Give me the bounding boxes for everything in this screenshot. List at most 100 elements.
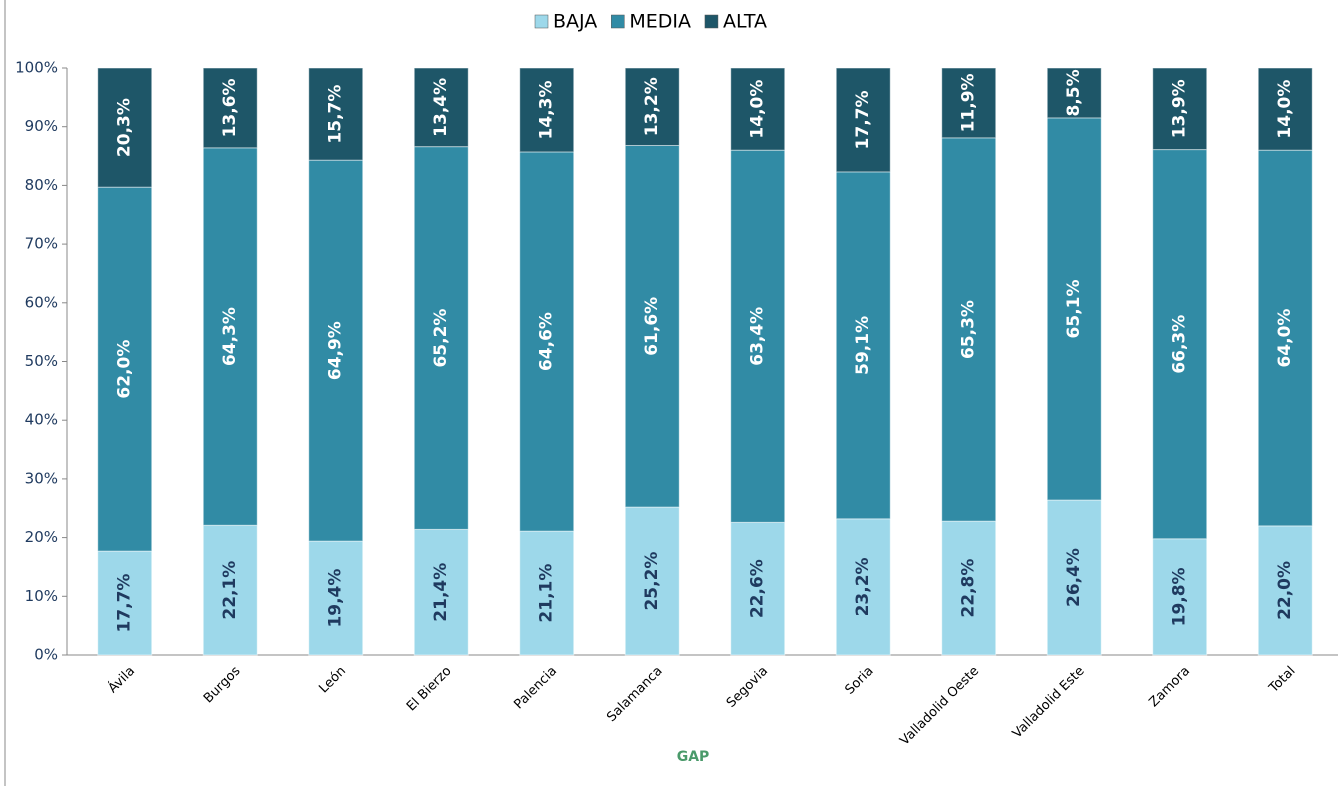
data-label: 21,1% xyxy=(537,564,557,623)
bar-segment xyxy=(624,144,680,508)
data-label: 13,2% xyxy=(642,77,662,136)
bar-segment xyxy=(413,528,469,656)
legend-label: BAJA xyxy=(553,11,597,33)
data-label: 20,3% xyxy=(115,98,135,157)
x-tick-label: Total xyxy=(1266,664,1299,697)
data-label: 14,0% xyxy=(748,80,768,139)
bar-segment xyxy=(202,67,258,149)
data-label: 26,4% xyxy=(1064,548,1084,607)
bar-segment xyxy=(1046,499,1102,656)
data-label: 65,3% xyxy=(959,300,979,359)
data-label: 64,3% xyxy=(220,307,240,366)
y-tick-label: 70% xyxy=(25,235,58,253)
data-label: 17,7% xyxy=(115,574,135,633)
data-label: 13,9% xyxy=(1170,79,1190,138)
bar-segment xyxy=(202,524,258,656)
legend-swatch xyxy=(611,14,625,29)
bar-segment xyxy=(835,67,891,173)
bar-segment xyxy=(519,530,575,656)
x-tick-label: Salamanca xyxy=(604,664,665,725)
bar-segment xyxy=(97,186,153,552)
data-label: 14,3% xyxy=(537,80,557,139)
data-label: 22,0% xyxy=(1275,561,1295,620)
bar-segment xyxy=(519,67,575,153)
data-label: 13,4% xyxy=(431,78,451,137)
data-label: 25,2% xyxy=(642,552,662,611)
x-tick-label: Valladolid Este xyxy=(1010,664,1088,742)
data-label: 21,4% xyxy=(431,563,451,622)
data-label: 8,5% xyxy=(1064,69,1084,116)
x-tick-label: León xyxy=(316,664,349,697)
data-label: 22,1% xyxy=(220,561,240,620)
y-tick-label: 50% xyxy=(25,352,58,370)
y-tick-label: 40% xyxy=(25,411,58,429)
data-label: 22,8% xyxy=(959,559,979,618)
data-label: 11,9% xyxy=(959,73,979,132)
bar-segment xyxy=(308,540,364,656)
y-tick-label: 90% xyxy=(25,117,58,135)
bar-segment xyxy=(941,520,997,656)
bar-segment xyxy=(1046,117,1102,501)
bar-segment xyxy=(97,550,153,656)
bar-segment xyxy=(730,149,786,523)
bar-segment xyxy=(1257,67,1313,151)
data-label: 23,2% xyxy=(853,557,873,616)
data-label: 62,0% xyxy=(115,340,135,399)
data-label: 64,6% xyxy=(537,312,557,371)
y-tick-label: 100% xyxy=(15,59,58,77)
bar-segment xyxy=(308,159,364,542)
data-label: 15,7% xyxy=(326,85,346,144)
bar-segment xyxy=(730,67,786,151)
bar-segment xyxy=(413,67,469,148)
x-tick-label: El Bierzo xyxy=(404,664,455,715)
x-tick-label: Burgos xyxy=(201,664,244,707)
y-tick-label: 0% xyxy=(34,646,58,664)
y-tick-label: 30% xyxy=(25,469,58,487)
data-label: 19,4% xyxy=(326,569,346,628)
bar-segment xyxy=(308,67,364,161)
bar-segment xyxy=(835,171,891,520)
x-tick-label: Valladolid Oeste xyxy=(897,664,982,749)
bar-segment xyxy=(1152,149,1208,540)
x-tick-label: Palencia xyxy=(511,664,560,713)
data-label: 17,7% xyxy=(853,90,873,149)
data-label: 19,8% xyxy=(1170,567,1190,626)
bar-segment xyxy=(413,146,469,530)
data-label: 59,1% xyxy=(853,316,873,375)
legend-label: MEDIA xyxy=(629,11,691,33)
bar-segment xyxy=(730,521,786,656)
bar-segment xyxy=(941,137,997,522)
y-tick-label: 80% xyxy=(25,176,58,194)
data-label: 64,0% xyxy=(1275,309,1295,368)
data-label: 13,6% xyxy=(220,78,240,137)
legend-swatch xyxy=(534,14,549,29)
x-axis-label: GAP xyxy=(677,749,710,765)
data-label: 22,6% xyxy=(748,559,768,618)
bar-segment xyxy=(519,151,575,532)
x-tick-label: Zamora xyxy=(1147,664,1194,711)
data-label: 61,6% xyxy=(642,297,662,356)
x-tick-label: Soria xyxy=(843,664,877,698)
x-tick-label: Segovia xyxy=(724,664,771,711)
bar-segment xyxy=(97,67,153,188)
bar-segment xyxy=(941,67,997,139)
bar-segment xyxy=(202,147,258,526)
bar-segment xyxy=(1046,67,1102,119)
data-label: 65,2% xyxy=(431,309,451,368)
y-tick-label: 60% xyxy=(25,293,58,311)
data-label: 65,1% xyxy=(1064,279,1084,338)
x-tick-label: Ávila xyxy=(105,663,138,696)
legend-label: ALTA xyxy=(723,11,767,33)
bar-segment xyxy=(624,67,680,146)
y-tick-label: 20% xyxy=(25,528,58,546)
data-label: 14,0% xyxy=(1275,80,1295,139)
legend-swatch xyxy=(704,14,719,29)
data-label: 64,9% xyxy=(326,321,346,380)
data-label: 66,3% xyxy=(1170,315,1190,374)
data-label: 63,4% xyxy=(748,307,768,366)
bar-segment xyxy=(1257,149,1313,527)
bar-segment xyxy=(624,506,680,656)
y-tick-label: 10% xyxy=(25,587,58,605)
bar-segment xyxy=(1152,67,1208,151)
